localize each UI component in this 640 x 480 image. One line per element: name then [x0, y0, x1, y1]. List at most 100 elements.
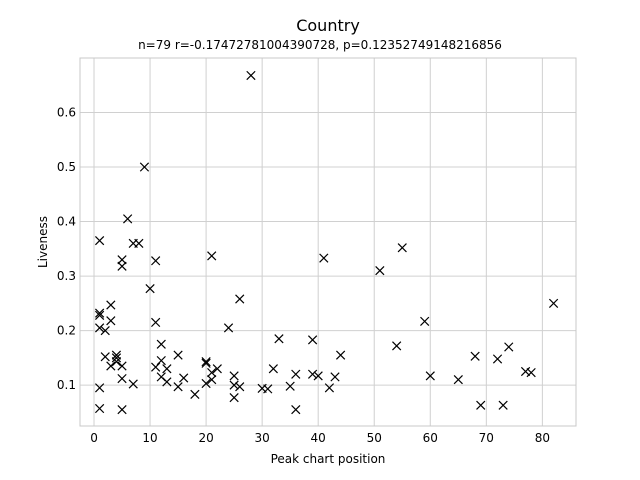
data-point	[207, 251, 217, 261]
x-axis-ticks: 0 10 20 30 40 50 60 70 80	[90, 431, 550, 445]
data-point	[330, 372, 340, 382]
data-point	[128, 379, 138, 389]
data-point	[263, 384, 273, 394]
data-point	[229, 393, 239, 403]
data-point	[123, 214, 133, 224]
data-point	[291, 405, 301, 415]
y-tick-label: 0.1	[57, 378, 76, 392]
data-point	[94, 323, 105, 333]
chart-subtitle: n=79 r=-0.17472781004390728, p=0.1235274…	[138, 38, 502, 52]
data-point	[229, 380, 239, 390]
x-tick-label: 0	[90, 431, 98, 445]
y-axis-label: Liveness	[36, 216, 50, 268]
x-tick-label: 60	[423, 431, 438, 445]
data-point	[498, 400, 508, 410]
data-point	[201, 378, 211, 389]
x-tick-label: 80	[535, 431, 550, 445]
y-tick-label: 0.3	[57, 269, 76, 283]
data-point	[117, 405, 127, 415]
data-point	[335, 350, 346, 360]
data-point	[156, 355, 166, 366]
data-point	[307, 369, 318, 379]
data-point	[425, 371, 435, 381]
data-point	[179, 373, 189, 383]
data-point	[100, 352, 110, 362]
data-point	[156, 339, 166, 349]
grid-lines	[80, 58, 576, 426]
y-tick-label: 0.4	[57, 215, 76, 229]
x-tick-label: 40	[311, 431, 326, 445]
data-point	[151, 256, 161, 266]
data-point	[313, 371, 323, 381]
data-point	[319, 253, 329, 263]
x-tick-label: 50	[367, 431, 382, 445]
data-point	[476, 400, 486, 410]
data-point	[117, 261, 127, 271]
data-point	[173, 382, 183, 392]
y-tick-label: 0.5	[57, 160, 76, 174]
data-point	[235, 294, 245, 304]
data-point	[111, 350, 122, 360]
data-point	[274, 334, 284, 344]
data-point	[420, 316, 430, 326]
data-point	[145, 283, 155, 294]
data-point	[117, 361, 127, 371]
data-point	[246, 70, 256, 81]
data-point	[207, 375, 217, 385]
data-point	[548, 298, 559, 308]
data-point	[139, 162, 150, 172]
data-point	[94, 383, 105, 393]
data-point	[492, 354, 503, 364]
data-point	[106, 300, 116, 310]
data-point	[235, 382, 245, 392]
data-point	[207, 367, 217, 378]
data-point	[229, 371, 239, 381]
data-point	[190, 389, 200, 400]
y-tick-label: 0.6	[57, 106, 76, 120]
data-point	[100, 325, 110, 336]
data-point	[392, 341, 402, 351]
data-point	[94, 310, 105, 320]
data-point	[201, 357, 211, 367]
data-point	[201, 358, 211, 368]
data-point	[470, 351, 480, 361]
data-point	[117, 373, 127, 384]
data-point	[520, 366, 531, 377]
data-point	[285, 381, 295, 391]
y-axis-ticks: 0.1 0.2 0.3 0.4 0.5 0.6	[57, 106, 76, 393]
data-point	[526, 367, 536, 378]
data-point	[375, 265, 385, 276]
plot-area	[79, 57, 577, 427]
data-point	[94, 236, 105, 246]
data-point	[106, 316, 116, 326]
data-point	[94, 308, 105, 318]
data-point	[291, 369, 301, 379]
data-point	[397, 243, 407, 253]
data-point	[504, 342, 514, 352]
data-points	[94, 70, 559, 415]
data-point	[151, 362, 161, 372]
data-point	[162, 377, 172, 387]
x-tick-label: 10	[142, 431, 157, 445]
data-point	[268, 364, 278, 374]
data-point	[111, 357, 122, 367]
data-point	[151, 317, 161, 328]
x-axis-label: Peak chart position	[271, 452, 386, 466]
x-tick-label: 30	[255, 431, 270, 445]
data-point	[173, 350, 183, 360]
chart-title: Country	[296, 16, 360, 35]
data-point	[162, 364, 172, 374]
data-point	[324, 383, 335, 393]
data-point	[94, 403, 105, 414]
data-point	[134, 238, 144, 248]
data-point	[223, 323, 234, 333]
data-point	[106, 361, 116, 371]
data-point	[111, 353, 122, 363]
y-tick-label: 0.2	[57, 324, 76, 338]
data-point	[212, 364, 222, 374]
data-point	[117, 255, 127, 265]
x-tick-label: 70	[479, 431, 494, 445]
data-point	[307, 335, 318, 345]
x-tick-label: 20	[198, 431, 213, 445]
